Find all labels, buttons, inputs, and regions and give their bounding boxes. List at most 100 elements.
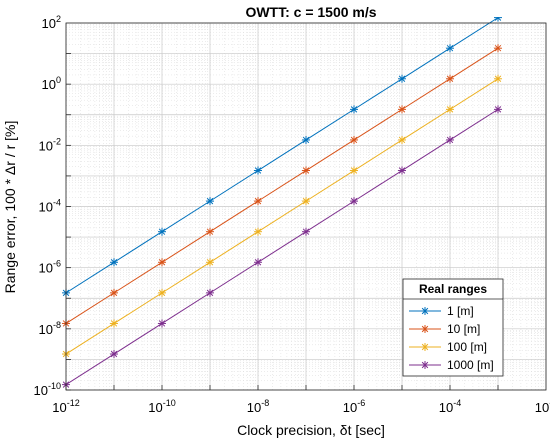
legend-box bbox=[402, 278, 504, 377]
marker-stroke bbox=[494, 106, 502, 113]
marker-stroke bbox=[494, 75, 502, 83]
marker-stroke bbox=[350, 106, 358, 113]
y-tick-label: 10-4 bbox=[39, 198, 61, 215]
legend-entry: 100 [m] bbox=[409, 340, 487, 354]
marker-stroke bbox=[302, 228, 310, 235]
marker-stroke bbox=[398, 75, 406, 83]
x-tick-labels: 10-12 10-10 10-8 10-6 10-4 10-2 bbox=[52, 398, 550, 415]
marker-stroke bbox=[302, 136, 310, 144]
marker-stroke bbox=[350, 197, 358, 205]
data-point bbox=[494, 105, 502, 114]
legend-label: 10 [m] bbox=[447, 322, 480, 336]
marker-stroke bbox=[398, 136, 406, 144]
legend-marker bbox=[421, 325, 429, 333]
data-point bbox=[110, 258, 118, 267]
marker-stroke bbox=[494, 17, 500, 21]
marker-stroke bbox=[398, 167, 406, 174]
marker-stroke bbox=[158, 289, 166, 297]
legend-label: 1 [m] bbox=[447, 304, 474, 318]
legend-label: 100 [m] bbox=[447, 340, 487, 354]
data-point bbox=[302, 166, 310, 175]
data-point bbox=[398, 105, 406, 114]
marker-stroke bbox=[110, 289, 118, 297]
marker-stroke bbox=[302, 197, 310, 205]
data-point bbox=[302, 197, 310, 206]
x-tick-label: 10-10 bbox=[148, 398, 175, 415]
series-2 bbox=[62, 44, 502, 328]
legend-marker bbox=[421, 361, 429, 369]
data-point bbox=[350, 135, 358, 144]
marker-stroke bbox=[421, 361, 429, 369]
data-point bbox=[254, 166, 262, 175]
marker-stroke bbox=[446, 106, 454, 113]
series-line bbox=[65, 108, 499, 386]
legend-marker bbox=[421, 343, 429, 351]
y-axis-label: Range error, 100 * Δr / r [%] bbox=[2, 121, 18, 294]
marker-stroke bbox=[494, 44, 502, 52]
legend-entries: 1 [m] 10 [m] 100 [m] 1000 [m] bbox=[409, 304, 494, 372]
marker-stroke bbox=[254, 167, 262, 174]
data-point bbox=[350, 166, 358, 175]
marker-stroke bbox=[110, 320, 118, 327]
marker-stroke bbox=[302, 167, 310, 174]
data-point bbox=[398, 135, 406, 144]
data-point bbox=[206, 197, 214, 206]
marker-stroke bbox=[158, 320, 166, 327]
series-4 bbox=[62, 105, 502, 389]
y-tick-label: 10-8 bbox=[39, 320, 61, 337]
y-tick-label: 10-2 bbox=[39, 136, 61, 153]
marker-stroke bbox=[446, 44, 454, 52]
chart-title: OWTT: c = 1500 m/s bbox=[245, 4, 376, 20]
legend-entry: 1 [m] bbox=[409, 304, 474, 318]
marker-stroke bbox=[254, 228, 262, 235]
x-tick-label: 10-6 bbox=[343, 398, 365, 415]
data-point bbox=[446, 74, 454, 83]
series-3 bbox=[62, 74, 502, 359]
legend-label: 1000 [m] bbox=[447, 358, 494, 372]
marker-stroke bbox=[254, 259, 262, 266]
data-point bbox=[494, 74, 502, 83]
data-point bbox=[158, 319, 166, 328]
legend: Real ranges 1 [m] 10 [m] 100 [m] 1000 [m] bbox=[402, 278, 504, 377]
data-point bbox=[158, 288, 166, 297]
data-point bbox=[398, 74, 406, 83]
x-axis-label: Clock precision, δt [sec] bbox=[237, 422, 385, 438]
marker-stroke bbox=[158, 228, 166, 235]
data-point bbox=[110, 319, 118, 328]
data-point bbox=[158, 258, 166, 267]
marker-stroke bbox=[206, 259, 214, 266]
data-point bbox=[302, 135, 310, 144]
legend-entry: 1000 [m] bbox=[409, 358, 494, 372]
data-point bbox=[398, 166, 406, 175]
x-tick-label: 10-12 bbox=[52, 398, 79, 415]
data-point bbox=[254, 258, 262, 267]
series-line bbox=[65, 78, 499, 355]
marker-stroke bbox=[206, 228, 214, 235]
data-point bbox=[446, 135, 454, 144]
marker-stroke bbox=[446, 75, 454, 83]
marker-stroke bbox=[110, 350, 118, 358]
legend-entry: 10 [m] bbox=[409, 322, 480, 336]
data-point bbox=[350, 105, 358, 114]
y-tick-label: 100 bbox=[42, 75, 61, 92]
data-point bbox=[254, 227, 262, 236]
data-point bbox=[446, 44, 454, 53]
marker-stroke bbox=[350, 136, 358, 144]
data-point bbox=[446, 105, 454, 114]
y-tick-label: 10-10 bbox=[34, 381, 61, 398]
data-point bbox=[302, 227, 310, 236]
legend-title: Real ranges bbox=[419, 282, 487, 296]
marker-stroke bbox=[446, 136, 454, 144]
x-tick-label: 10-2 bbox=[535, 398, 550, 415]
data-point bbox=[110, 288, 118, 297]
y-tick-label: 10-6 bbox=[39, 259, 61, 276]
series-layer bbox=[62, 17, 502, 389]
data-point bbox=[206, 258, 214, 267]
marker-stroke bbox=[421, 307, 429, 315]
marker-stroke bbox=[350, 167, 358, 174]
y-tick-labels: 102 100 10-2 10-4 10-6 10-8 10-10 bbox=[34, 14, 61, 398]
data-point bbox=[350, 197, 358, 206]
legend-marker bbox=[421, 307, 429, 315]
data-point bbox=[254, 197, 262, 206]
